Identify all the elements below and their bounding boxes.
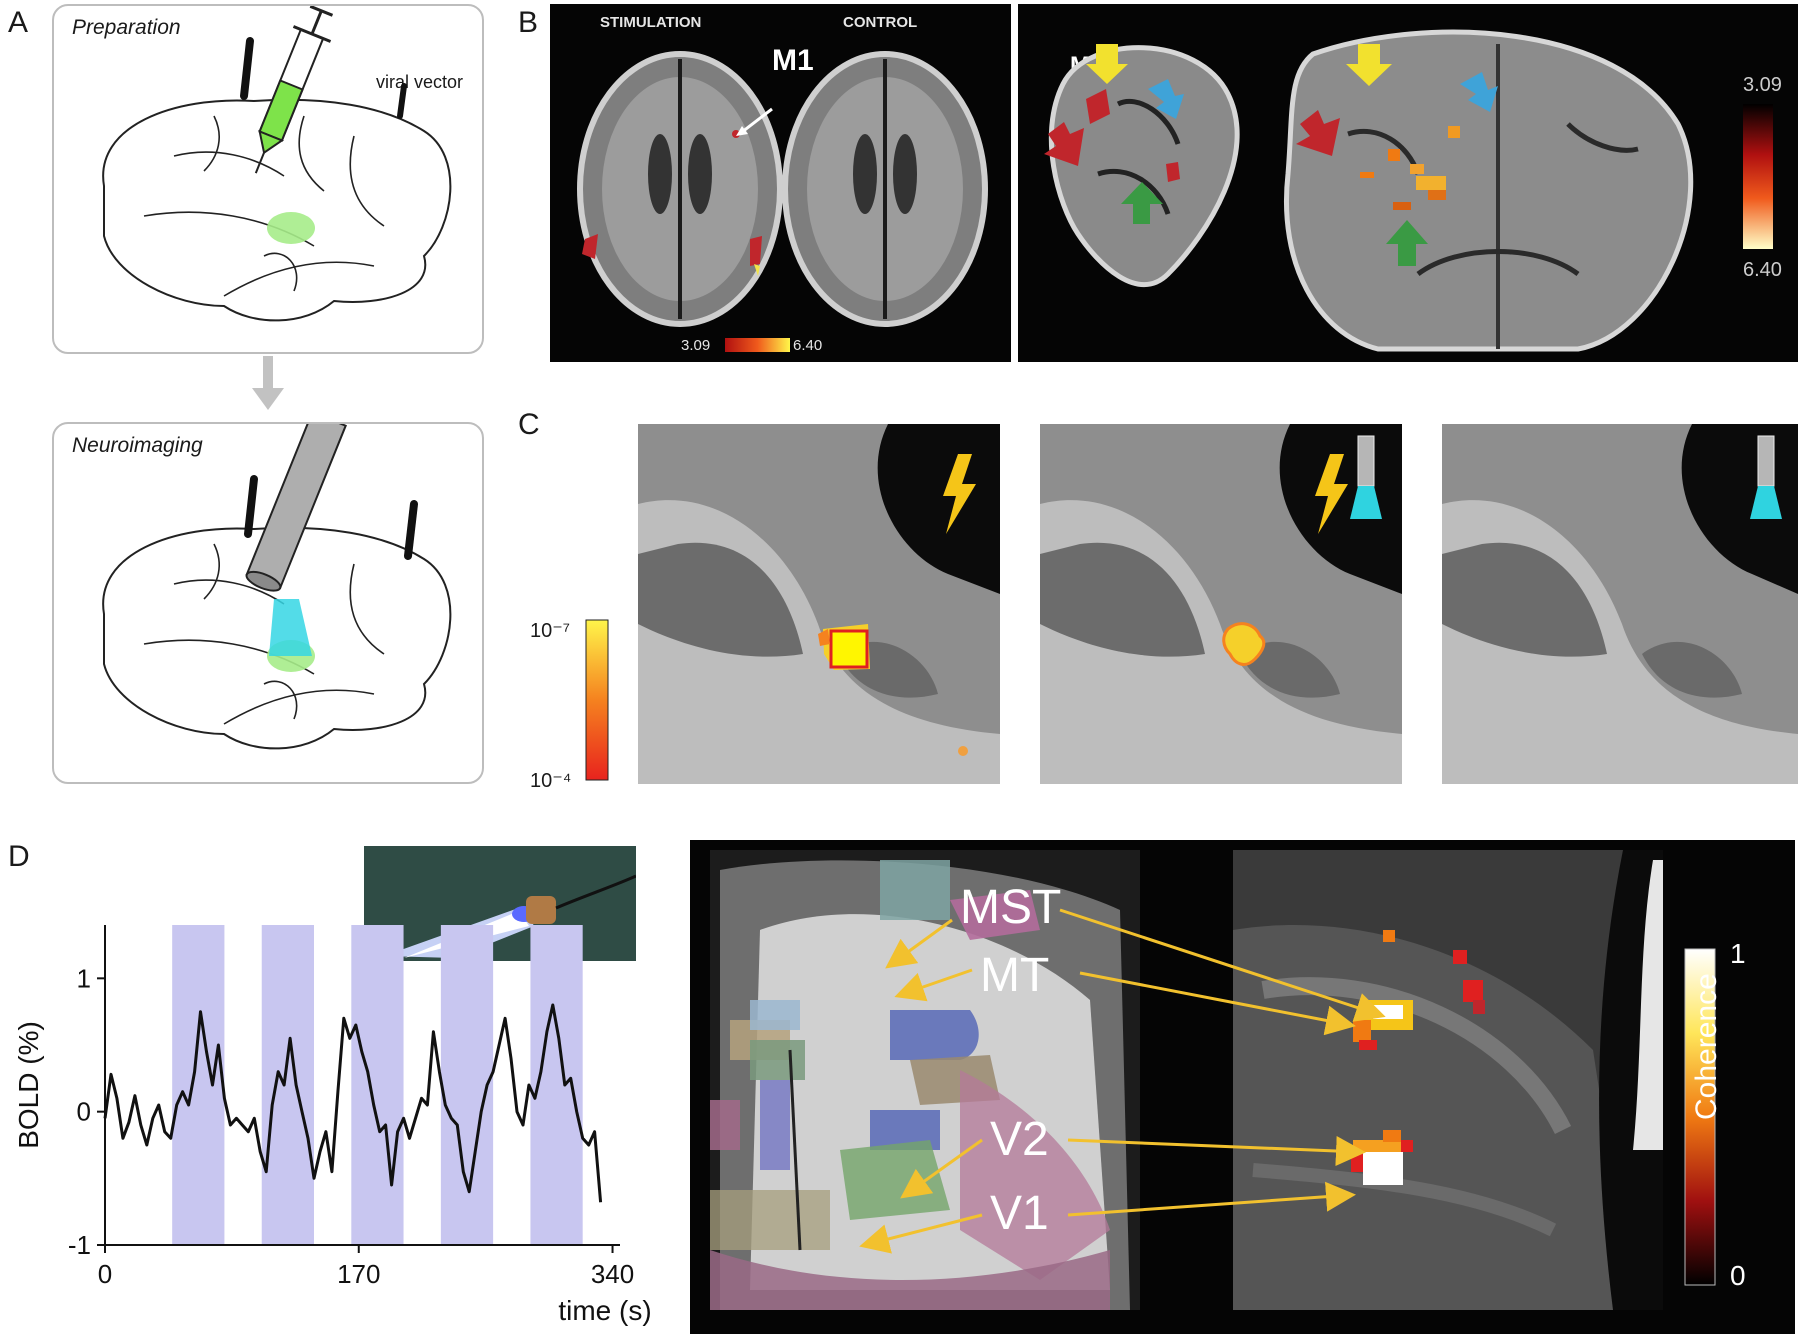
panel-d-composite: MST MT V2 V1 1 0 Coherence (690, 840, 1795, 1334)
panel-c-image-light (1442, 424, 1798, 784)
panel-c-mri-stim (638, 424, 1000, 784)
panel-c-colorbar-top: 10⁻⁷ (530, 620, 571, 642)
panel-c-mri-stim-light (1040, 424, 1402, 784)
neuroimaging-title: Neuroimaging (72, 434, 203, 457)
m1-label: M1 (772, 44, 814, 77)
panel-letter-d: D (8, 840, 30, 873)
stimulation-label: STIMULATION (600, 14, 702, 31)
down-arrow (252, 356, 284, 410)
stimulation-block (351, 925, 404, 1245)
panel-letter-a: A (8, 6, 29, 39)
brain-optogenetics-diagram (102, 424, 452, 750)
scale-min-label: 3.09 (681, 337, 711, 354)
area-label-v2: V2 (990, 1113, 1049, 1166)
y-tick-label: 0 (77, 1097, 91, 1127)
x-tick-label: 0 (98, 1259, 112, 1289)
preparation-title: Preparation (72, 16, 181, 39)
panel-c-image-stim (638, 424, 1000, 784)
scale-max-label: 6.40 (793, 337, 823, 354)
axial-brain-images (577, 51, 988, 352)
stimulation-block (261, 925, 314, 1245)
brain-injection-diagram (102, 6, 452, 322)
coronal-brain-images (1044, 29, 1773, 352)
panel-letter-b: B (518, 6, 539, 39)
atlas-image (710, 850, 1140, 1310)
coherence-colorbar (1684, 948, 1716, 1286)
neuroimaging-box: Neuroimaging (52, 422, 484, 784)
stimulation-block (172, 925, 225, 1245)
panel-c-image-stim-light (1040, 424, 1402, 784)
coronal-mri-panel: M1 (1018, 4, 1798, 362)
colorbar-bottom-label: 6.40 (1743, 259, 1782, 281)
control-label: CONTROL (843, 14, 918, 31)
x-tick-label: 340 (591, 1259, 634, 1289)
viral-vector-label: viral vector (376, 72, 464, 92)
stimulation-block (440, 925, 494, 1245)
panel-c-colorbar-bottom: 10⁻⁴ (530, 770, 572, 792)
area-label-mst: MST (960, 881, 1062, 934)
colorbar-top-label: 3.09 (1743, 74, 1782, 96)
coherence-colorbar-label: Coherence (1690, 973, 1723, 1120)
area-label-mt: MT (980, 949, 1050, 1002)
area-label-arrows (859, 908, 1386, 1254)
y-tick-label: 1 (77, 963, 91, 993)
preparation-box: Preparation viral vector (52, 4, 484, 354)
panel-c-mri-light (1442, 424, 1798, 784)
led-photo-inset (364, 846, 636, 961)
y-axis-label: BOLD (%) (13, 1021, 44, 1149)
panel-letter-c: C (518, 408, 540, 441)
x-tick-label: 170 (337, 1259, 380, 1289)
x-axis-label: time (s) (558, 1295, 651, 1326)
panel-c-colorbar (585, 619, 609, 781)
y-tick-label: -1 (68, 1230, 91, 1260)
area-label-v1: V1 (990, 1187, 1049, 1240)
coherence-colorbar-bottom: 0 (1730, 1260, 1746, 1291)
coherence-colorbar-top: 1 (1730, 938, 1746, 969)
bold-trace (103, 1003, 603, 1203)
axial-mri-panel: STIMULATION CONTROL M1 3.09 6.40 (550, 4, 1011, 362)
